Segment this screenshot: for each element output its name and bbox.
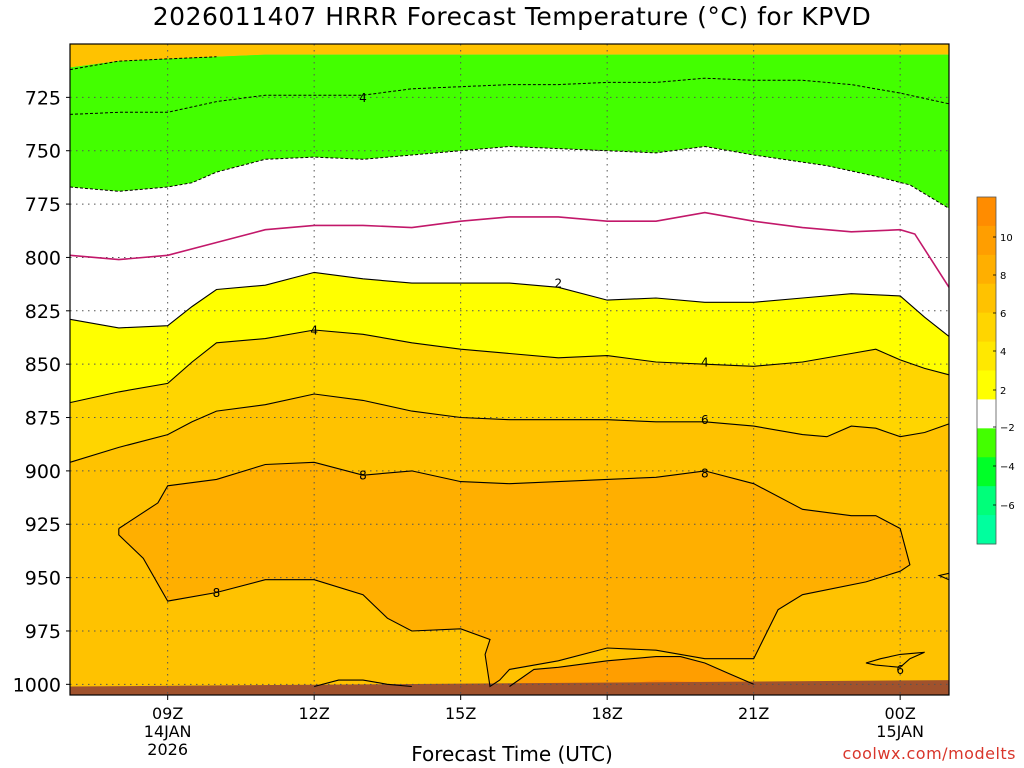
ground-layer (70, 680, 949, 695)
contour-label: 2 (555, 277, 563, 291)
y-tick-label: 950 (25, 568, 61, 590)
isotherm-lines (69, 56, 950, 688)
colorbar-swatch (977, 341, 996, 371)
colorbar-swatch (977, 283, 996, 314)
x-tick-label: 2026 (147, 740, 188, 759)
x-tick-label: 09Z (152, 704, 183, 723)
isotherm-dashed-1 (69, 145, 950, 209)
x-axis-title: Forecast Time (UTC) (411, 742, 613, 766)
y-tick-label: 800 (25, 247, 61, 269)
colorbar-swatch (977, 399, 996, 429)
x-tick-label: 00Z (885, 704, 916, 723)
colorbar-swatch (977, 254, 996, 285)
chart-title: 2026011407 HRRR Forecast Temperature (°C… (152, 2, 872, 31)
isotherm-solid-5 (865, 651, 925, 668)
y-tick-label: 875 (25, 408, 61, 430)
contour-label: 4 (310, 324, 318, 338)
colorbar-swatch (977, 428, 996, 458)
colorbar-tick-label: −4 (1000, 462, 1015, 473)
contour-label: 4 (359, 91, 367, 105)
colorbar-tick-label: 2 (1000, 386, 1006, 397)
x-tick-label: 21Z (738, 704, 769, 723)
temperature-fills (70, 44, 949, 695)
contour-label: 6 (896, 663, 904, 677)
ground-surface (70, 680, 949, 695)
colorbar-tick-label: 4 (1000, 347, 1006, 358)
colorbar-swatch (977, 312, 996, 343)
isotherm-solid-0 (69, 271, 950, 337)
y-tick-label: 850 (25, 354, 61, 376)
y-axis: 725 750 775 800 825 850 875 900 925 950 975 1000 (13, 87, 70, 696)
x-tick-label: 15JAN (876, 722, 924, 741)
colorbar-tick-label: 10 (1000, 233, 1013, 244)
y-tick-label: 725 (25, 87, 61, 109)
grid-lines (70, 44, 949, 695)
isotherm-solid-3 (118, 461, 911, 688)
temperature-band-6 (118, 462, 910, 687)
isotherm-solid-4 (509, 656, 754, 687)
credit-text: coolwx.com/modelts (842, 744, 1016, 763)
plot-frame (69, 43, 950, 696)
colorbar-swatch (977, 225, 996, 256)
isotherm-dashed-2 (69, 56, 217, 71)
contour-label: 6 (701, 413, 709, 427)
colorbar-tick-label: 6 (1000, 309, 1006, 320)
colorbar-swatch (977, 457, 996, 487)
y-tick-label: 900 (25, 461, 61, 483)
colorbar-frame (976, 196, 997, 545)
x-tick-label: 14JAN (144, 722, 192, 741)
colorbar-swatch (977, 486, 996, 516)
isotherm-solid-7 (314, 679, 412, 688)
freezing-line (69, 211, 950, 288)
colorbar-swatch (977, 197, 996, 227)
y-tick-label: 1000 (13, 674, 61, 696)
x-tick-label: 12Z (299, 704, 330, 723)
contour-label: 8 (701, 467, 709, 481)
contour-label: 8 (359, 469, 367, 483)
colorbar-tick-label: 8 (1000, 271, 1006, 282)
temperature-band-2 (70, 146, 949, 337)
colorbar-swatch (977, 370, 996, 400)
isotherm-solid-6 (937, 572, 950, 581)
temperature-band-3 (70, 272, 949, 403)
colorbar: 10 8 6 4 2 −2 −4 −6 (976, 196, 1015, 545)
y-tick-label: 975 (25, 621, 61, 643)
temperature-band-4 (70, 330, 949, 463)
x-tick-label: 15Z (445, 704, 476, 723)
colorbar-tick-label: −6 (1000, 501, 1015, 512)
contour-label: 4 (701, 356, 709, 370)
colorbar-swatch (977, 515, 996, 545)
colorbar-tick-label: −2 (1000, 423, 1015, 434)
y-tick-label: 750 (25, 141, 61, 163)
y-tick-label: 925 (25, 514, 61, 536)
isotherm-solid-2 (69, 393, 950, 463)
y-tick-label: 825 (25, 301, 61, 323)
isotherm-solid-1 (69, 329, 950, 404)
isotherm-dashed-0 (69, 77, 950, 115)
y-tick-label: 775 (25, 194, 61, 216)
contour-labels: 4 2 4 4 6 8 8 8 6 (213, 91, 904, 677)
temperature-band-7 (509, 656, 754, 687)
temperature-band-1 (70, 54, 949, 209)
x-tick-label: 18Z (592, 704, 623, 723)
contour-label: 8 (213, 586, 221, 600)
